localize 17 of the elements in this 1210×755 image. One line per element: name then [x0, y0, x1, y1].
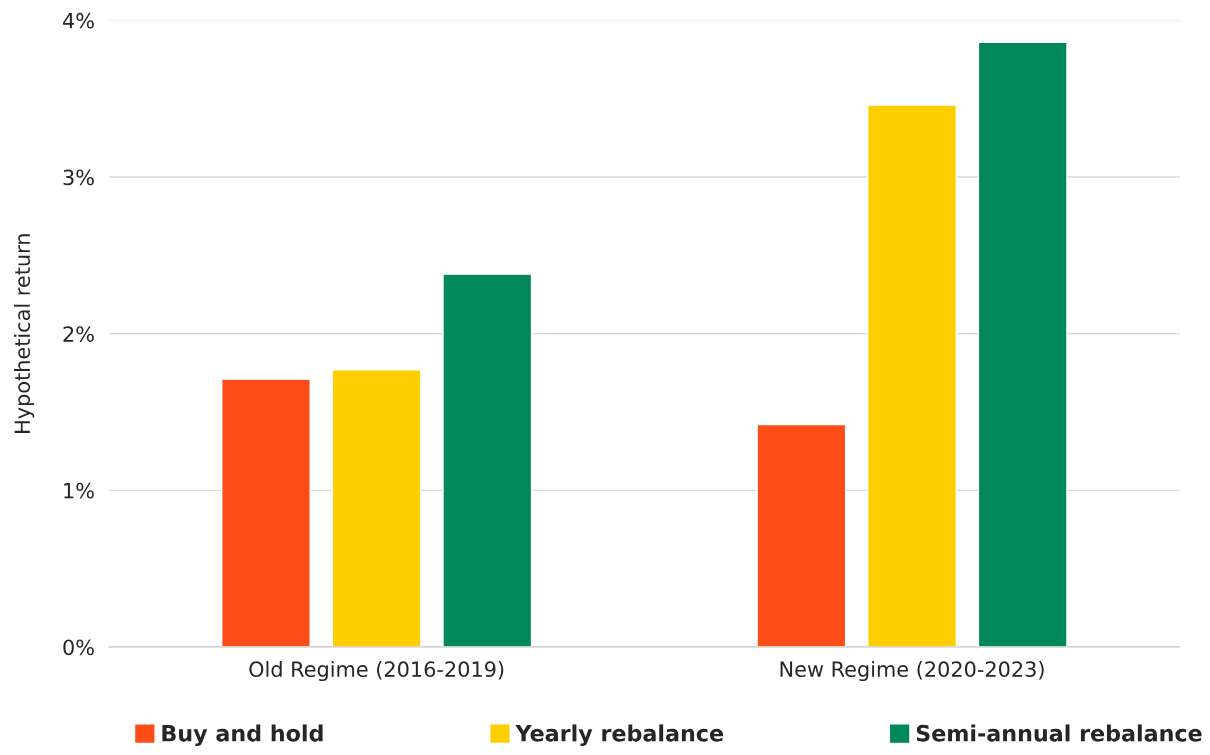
- legend-label: Yearly rebalance: [515, 724, 724, 747]
- y-tick-label: 1%: [64, 482, 94, 499]
- y-tick-label: 4%: [62, 12, 94, 29]
- x-tick-label: Old Regime (2016-2019): [249, 660, 504, 682]
- legend-label: Semi-annual rebalance: [916, 724, 1202, 742]
- y-tick-label: 3%: [63, 169, 94, 186]
- bar: [331, 369, 422, 648]
- bar: [867, 104, 957, 648]
- bar: [756, 423, 847, 648]
- x-tick-label: New Regime (2020-2023): [780, 660, 1044, 682]
- y-tick-label: 2%: [63, 326, 94, 342]
- y-axis-title: Hypothetical return: [14, 234, 35, 433]
- legend-label: Buy and hold: [162, 724, 323, 747]
- bar: [221, 378, 311, 648]
- y-tick-label: 0%: [63, 639, 94, 656]
- bar: [977, 41, 1068, 648]
- bar: [442, 273, 533, 648]
